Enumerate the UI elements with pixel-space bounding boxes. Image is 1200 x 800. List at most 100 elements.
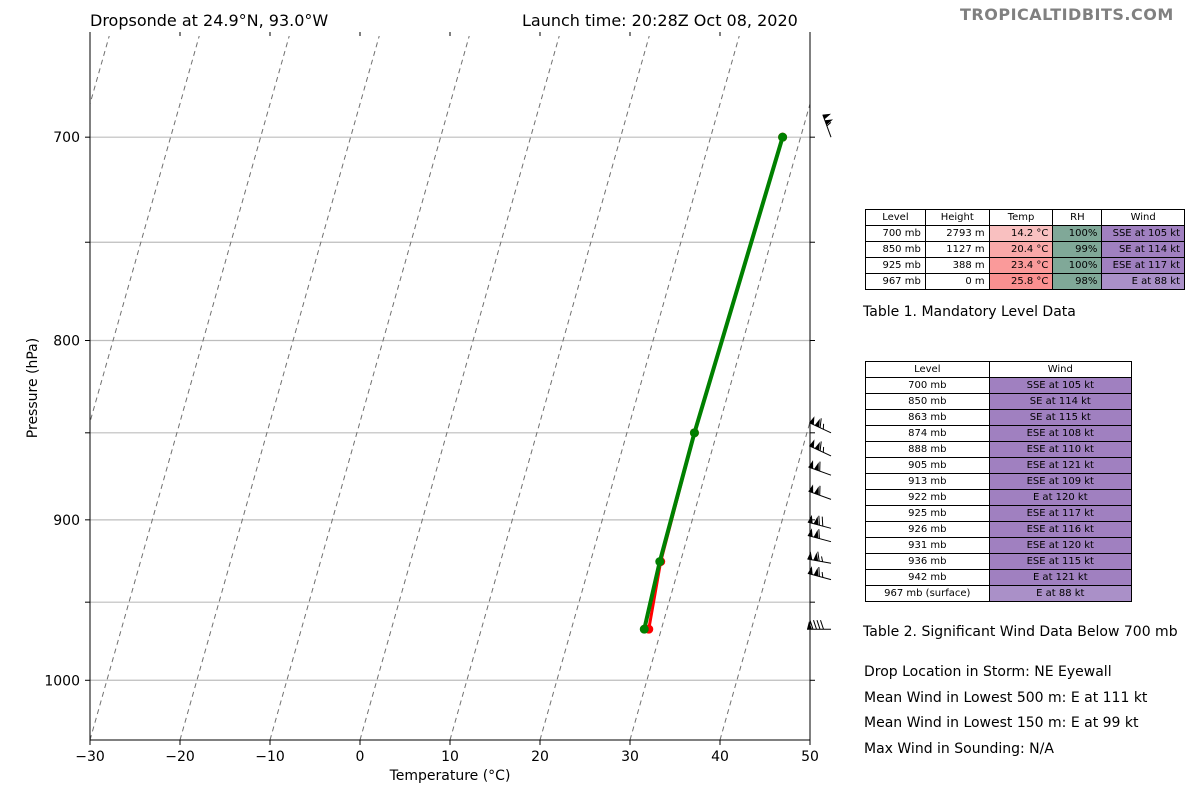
table2-row: 942 mb E at 121 kt bbox=[865, 569, 1133, 586]
skewed-isotherm bbox=[90, 36, 290, 740]
wind-barb bbox=[807, 514, 832, 529]
height-cell: 0 m bbox=[924, 273, 990, 290]
wind-barb-flag bbox=[819, 418, 822, 428]
level-cell: 967 mb bbox=[865, 273, 926, 290]
wind-barb-half-flag bbox=[826, 121, 832, 127]
wind-barb bbox=[807, 620, 831, 630]
temp-cell: 25.8 °C bbox=[988, 273, 1054, 290]
wind-cell: ESE at 116 kt bbox=[988, 521, 1133, 538]
wind-cell: SSE at 105 kt bbox=[1101, 225, 1185, 242]
wind-barb-pennant bbox=[808, 484, 814, 493]
wind-barb bbox=[808, 460, 832, 476]
wind-cell: ESE at 110 kt bbox=[988, 441, 1133, 458]
skewed-isotherm bbox=[539, 36, 740, 740]
table2-row: 936 mb ESE at 115 kt bbox=[865, 553, 1133, 570]
rh-cell: 100% bbox=[1052, 225, 1103, 242]
height-cell: 1127 m bbox=[924, 241, 990, 258]
temp-cell: 23.4 °C bbox=[988, 257, 1054, 274]
wind-barb-pennant bbox=[822, 113, 831, 120]
x-tick-label: −20 bbox=[165, 749, 195, 765]
dewpoint-point bbox=[655, 557, 665, 567]
y-tick-label: 800 bbox=[53, 334, 80, 350]
temp-cell: 20.4 °C bbox=[988, 241, 1054, 258]
wind-barb-pennant bbox=[814, 418, 820, 428]
table2-row: 863 mb SE at 115 kt bbox=[865, 409, 1133, 426]
table2-row: 850 mb SE at 114 kt bbox=[865, 393, 1133, 410]
level-cell: 967 mb (surface) bbox=[865, 585, 990, 602]
skewed-isotherm bbox=[179, 36, 380, 740]
wind-cell: ESE at 121 kt bbox=[988, 457, 1133, 474]
x-tick-label: 20 bbox=[531, 749, 549, 765]
table2-caption: Table 2. Significant Wind Data Below 700… bbox=[863, 624, 1178, 640]
level-cell: 850 mb bbox=[865, 393, 990, 410]
wind-barb-half-flag bbox=[821, 571, 824, 578]
wind-cell: SE at 114 kt bbox=[988, 393, 1133, 410]
dewpoint-line bbox=[642, 136, 785, 630]
chart-title-launch-time: Launch time: 20:28Z Oct 08, 2020 bbox=[522, 11, 798, 30]
wind-barb-pennant bbox=[813, 529, 819, 539]
wind-barb bbox=[808, 484, 832, 500]
y-tick-label: 900 bbox=[53, 513, 80, 529]
table1-caption: Table 1. Mandatory Level Data bbox=[863, 304, 1076, 320]
rh-cell: 100% bbox=[1052, 257, 1103, 274]
rh-cell: 98% bbox=[1052, 273, 1103, 290]
wind-cell: ESE at 108 kt bbox=[988, 425, 1133, 442]
table2-row: 925 mb ESE at 117 kt bbox=[865, 505, 1133, 522]
wind-barb bbox=[809, 416, 832, 434]
level-cell: 850 mb bbox=[865, 241, 926, 258]
wind-cell: ESE at 115 kt bbox=[988, 553, 1133, 570]
skewed-isotherm bbox=[269, 36, 470, 740]
wind-barb-pennant bbox=[807, 514, 813, 524]
wind-barb-flag bbox=[817, 551, 820, 562]
level-cell: 925 mb bbox=[865, 505, 990, 522]
mandatory-level-table: Level Height Temp RH Wind 700 mb 2793 m 14.2 °… bbox=[865, 209, 1185, 290]
wind-cell: E at 121 kt bbox=[988, 569, 1133, 586]
wind-barb-pennant bbox=[807, 621, 812, 630]
level-cell: 926 mb bbox=[865, 521, 990, 538]
y-tick-label: 1000 bbox=[44, 673, 80, 689]
wind-barb bbox=[822, 113, 834, 138]
table2-row: 905 mb ESE at 121 kt bbox=[865, 457, 1133, 474]
level-cell: 936 mb bbox=[865, 553, 990, 570]
dewpoint-point bbox=[778, 132, 788, 142]
level-cell: 925 mb bbox=[865, 257, 926, 274]
table2-row: 888 mb ESE at 110 kt bbox=[865, 441, 1133, 458]
wind-barb-pennant bbox=[807, 551, 813, 560]
table1-header: RH bbox=[1052, 209, 1103, 226]
table1-row: 967 mb 0 m 25.8 °C 98% E at 88 kt bbox=[865, 273, 1185, 290]
table2-row: 874 mb ESE at 108 kt bbox=[865, 425, 1133, 442]
height-cell: 388 m bbox=[924, 257, 990, 274]
x-tick-label: −10 bbox=[255, 749, 285, 765]
wind-cell: SE at 114 kt bbox=[1101, 241, 1185, 258]
wind-cell: E at 88 kt bbox=[988, 585, 1133, 602]
table2-row: 926 mb ESE at 116 kt bbox=[865, 521, 1133, 538]
skewed-isotherm bbox=[0, 36, 19, 740]
mean-wind-150m-text: Mean Wind in Lowest 150 m: E at 99 kt bbox=[864, 715, 1139, 731]
wind-barb-half-flag bbox=[822, 446, 825, 453]
level-cell: 700 mb bbox=[865, 225, 926, 242]
wind-barb-pennant bbox=[814, 462, 819, 471]
wind-barb-column bbox=[807, 113, 834, 630]
level-cell: 874 mb bbox=[865, 425, 990, 442]
skewed-isotherm bbox=[629, 102, 810, 740]
wind-barb-pennant bbox=[809, 416, 815, 425]
table2-row: 967 mb (surface) E at 88 kt bbox=[865, 585, 1133, 602]
wind-cell: ESE at 117 kt bbox=[1101, 257, 1185, 274]
y-tick-label: 700 bbox=[53, 130, 80, 146]
wind-barb-flag bbox=[819, 461, 821, 472]
dewpoint-point bbox=[639, 624, 649, 634]
x-tick-label: 30 bbox=[621, 749, 639, 765]
wind-cell: ESE at 120 kt bbox=[988, 537, 1133, 554]
wind-barb-flag bbox=[818, 515, 820, 526]
wind-barb-staff bbox=[809, 445, 832, 457]
wind-cell: ESE at 109 kt bbox=[988, 473, 1133, 490]
y-axis-label: Pressure (hPa) bbox=[25, 338, 41, 438]
wind-barb-staff bbox=[809, 422, 832, 434]
wind-barb-pennant bbox=[809, 439, 815, 448]
table2-header: Wind bbox=[988, 361, 1133, 378]
wind-barb-pennant bbox=[824, 119, 834, 125]
wind-cell: SSE at 105 kt bbox=[988, 377, 1133, 394]
wind-barb-pennant bbox=[808, 460, 814, 469]
table2-row: 913 mb ESE at 109 kt bbox=[865, 473, 1133, 490]
x-tick-label: 40 bbox=[711, 749, 729, 765]
